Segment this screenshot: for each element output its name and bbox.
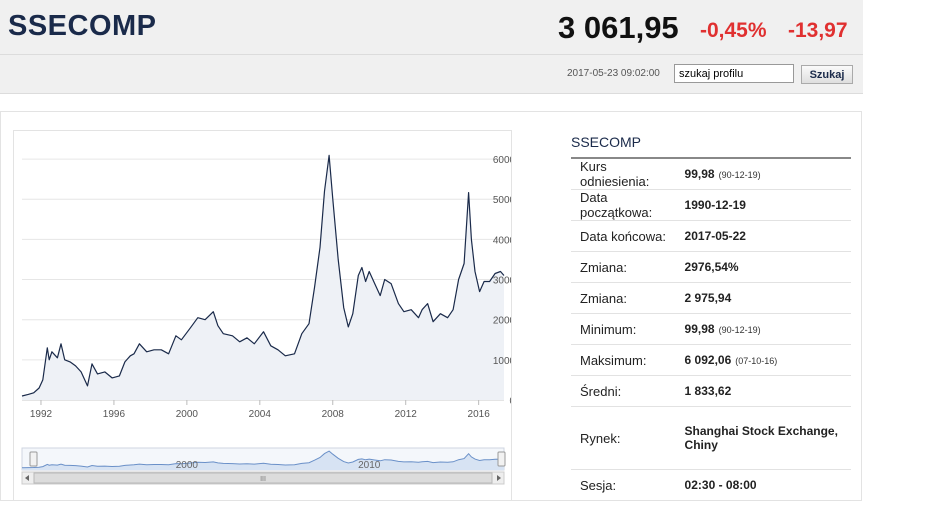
info-value-date: (90-12-19) (718, 170, 761, 180)
navigator-area (22, 451, 504, 470)
scroll-right-icon[interactable] (497, 475, 501, 481)
x-axis-ticks: 1992 1996 2000 2004 2008 2012 2016 (30, 400, 490, 420)
info-value-cell: 2976,54% (684, 251, 851, 283)
navigator-handle[interactable] (497, 451, 506, 467)
quote-header: SSECOMP 3 061,95 -0,45% -13,97 2017-05-2… (0, 0, 863, 94)
info-value: 2 975,94 (684, 291, 732, 305)
navigator-line (21, 450, 505, 469)
info-value: 2017-05-22 (684, 229, 746, 243)
info-value-date: (07-10-16) (735, 356, 778, 366)
info-row: Maksimum: 6 092,06 (07-10-16) (571, 344, 851, 376)
info-label: Maksimum: (571, 344, 685, 376)
info-label: Data końcowa: (571, 220, 685, 252)
info-row: Sesja: 02:30 - 08:00 (571, 469, 851, 501)
info-row: Rynek: Shanghai Stock Exchange, Chiny (571, 406, 851, 470)
info-value: 1990-12-19 (684, 198, 746, 212)
info-row: Zmiana: 2976,54% (571, 251, 851, 283)
y-tick-label: 2000,00 (493, 316, 511, 327)
navigator: 2000 2010 III (21, 447, 506, 485)
info-title: SSECOMP (571, 134, 642, 150)
info-value-cell: Shanghai Stock Exchange, Chiny (684, 406, 851, 470)
x-tick-label: 2012 (395, 409, 418, 420)
info-value: 02:30 - 08:00 (684, 478, 757, 492)
info-label: Kurs odniesienia: (571, 158, 685, 190)
info-row: Minimum: 99,98 (90-12-19) (571, 313, 851, 345)
info-label: Sesja: (571, 469, 685, 501)
info-label: Minimum: (571, 313, 685, 345)
info-value-cell: 2 975,94 (684, 282, 851, 314)
chart-container: 0,00 1000,00 2000,00 3000,00 4000,00 5000,00 6… (13, 130, 529, 501)
y-tick-label: 6000,00 (493, 155, 511, 166)
info-value: 1 833,62 (684, 384, 732, 398)
search-button[interactable]: Szukaj (801, 65, 853, 84)
info-value-cell: 6 092,06 (07-10-16) (684, 344, 851, 376)
info-value-cell: 99,98 (90-12-19) (684, 313, 851, 345)
x-tick-label: 2016 (468, 409, 491, 420)
info-value-cell: 02:30 - 08:00 (684, 469, 851, 501)
navigator-handle[interactable] (29, 451, 38, 467)
scrollbar-thumb[interactable] (33, 472, 493, 484)
scroll-left-icon[interactable] (25, 475, 29, 481)
info-value-cell: 1 833,62 (684, 375, 851, 407)
chart-area (21, 154, 505, 400)
info-label: Rynek: (571, 406, 685, 470)
info-row: Kurs odniesienia: 99,98 (90-12-19) (571, 158, 851, 190)
info-value-date: (90-12-19) (718, 325, 761, 335)
info-value: 6 092,06 (684, 353, 732, 367)
info-label: Zmiana: (571, 251, 685, 283)
navigator-label: 2010 (358, 460, 381, 471)
x-tick-label: 2008 (322, 409, 345, 420)
x-tick-label: 2004 (249, 409, 272, 420)
info-table: Kurs odniesienia: 99,98 (90-12-19) Data poc… (571, 157, 851, 501)
y-tick-label: 0,00 (510, 396, 511, 407)
price-value: 3 061,95 (558, 10, 679, 45)
y-tick-label: 5000,00 (493, 195, 511, 206)
profile-search-input[interactable] (674, 64, 794, 83)
y-tick-label: 3000,00 (493, 276, 511, 287)
info-value-cell: 2017-05-22 (684, 220, 851, 252)
price-chart[interactable]: 0,00 1000,00 2000,00 3000,00 4000,00 5000,00 6… (14, 131, 529, 500)
quote-datetime: 2017-05-23 09:02:00 (567, 68, 660, 79)
y-tick-label: 1000,00 (493, 356, 511, 367)
scrollbar-grip: III (260, 476, 266, 483)
info-value-cell: 1990-12-19 (684, 189, 851, 221)
info-label: Zmiana: (571, 282, 685, 314)
info-row: Średni: 1 833,62 (571, 375, 851, 407)
change-absolute: -13,97 (788, 19, 848, 42)
info-row: Data początkowa: 1990-12-19 (571, 189, 851, 221)
x-tick-label: 2000 (176, 409, 199, 420)
info-label: Data początkowa: (571, 189, 685, 221)
info-row: Zmiana: 2 975,94 (571, 282, 851, 314)
info-value: 99,98 (684, 167, 715, 181)
info-value-cell: 99,98 (90-12-19) (684, 158, 851, 190)
info-value: 99,98 (684, 322, 715, 336)
navigator-label: 2000 (176, 460, 199, 471)
header-divider (0, 54, 863, 55)
info-value: Shanghai Stock Exchange, Chiny (684, 424, 838, 452)
series-area (22, 155, 504, 400)
change-percent: -0,45% (700, 19, 767, 42)
x-tick-label: 1992 (30, 409, 53, 420)
info-row: Data końcowa: 2017-05-22 (571, 220, 851, 252)
series-line (21, 154, 505, 397)
info-value: 2976,54% (684, 260, 739, 274)
instrument-title: SSECOMP (8, 10, 157, 42)
x-tick-label: 1996 (103, 409, 126, 420)
y-tick-label: 4000,00 (493, 235, 511, 246)
info-label: Średni: (571, 375, 685, 407)
